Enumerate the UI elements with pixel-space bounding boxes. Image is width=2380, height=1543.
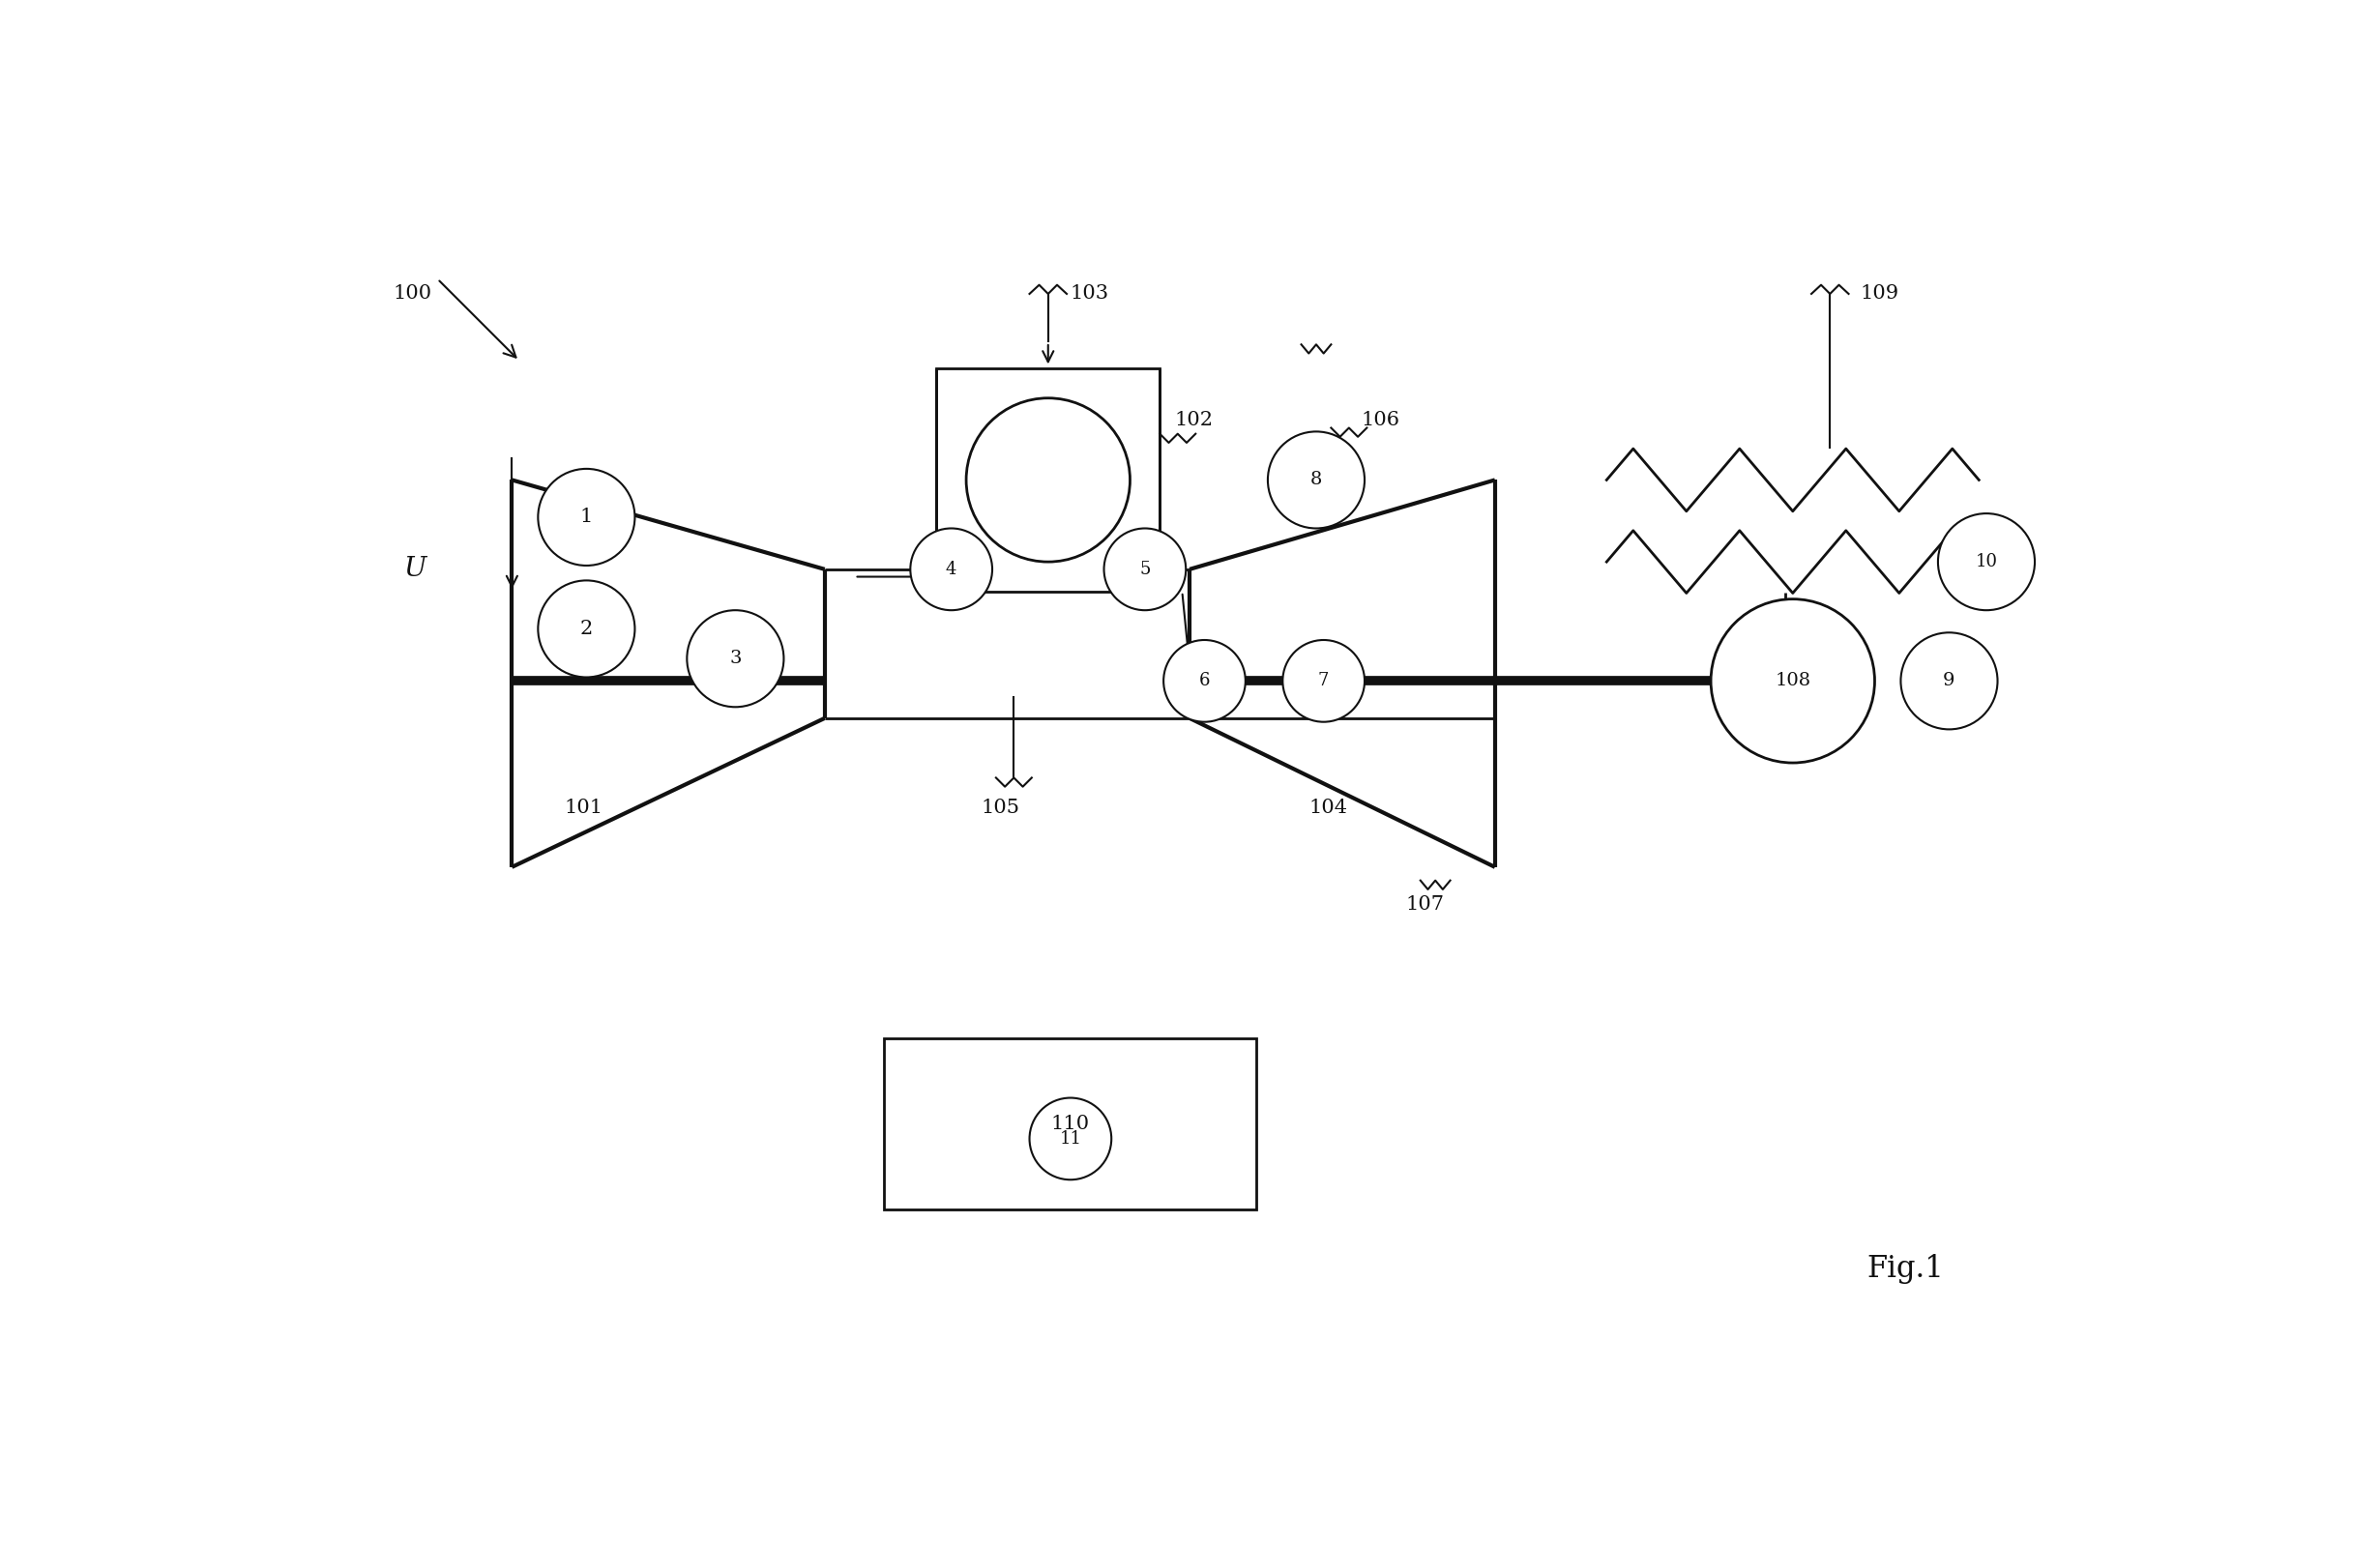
Circle shape: [1711, 599, 1875, 762]
Text: 105: 105: [981, 798, 1019, 816]
Text: U: U: [405, 555, 426, 582]
Circle shape: [538, 580, 635, 677]
Text: 4: 4: [945, 560, 957, 579]
Text: 101: 101: [564, 798, 602, 816]
Circle shape: [1164, 640, 1245, 722]
Circle shape: [1104, 528, 1185, 609]
Text: 7: 7: [1319, 673, 1328, 690]
Text: 104: 104: [1309, 798, 1347, 816]
Text: 2: 2: [581, 620, 593, 637]
Circle shape: [1902, 633, 1997, 730]
Circle shape: [909, 528, 992, 609]
Text: 10: 10: [1975, 552, 1997, 571]
Text: 5: 5: [1140, 560, 1150, 579]
Text: 6: 6: [1200, 673, 1209, 690]
Text: 100: 100: [393, 284, 431, 302]
Text: 110: 110: [1052, 1114, 1090, 1133]
Circle shape: [1283, 640, 1364, 722]
Bar: [935, 369, 1159, 591]
Circle shape: [1937, 514, 2035, 609]
Text: 109: 109: [1859, 284, 1899, 302]
Circle shape: [1269, 432, 1364, 528]
Text: 9: 9: [1942, 673, 1956, 690]
Circle shape: [1031, 1097, 1111, 1180]
Circle shape: [688, 609, 783, 707]
Bar: [885, 1038, 1257, 1210]
Text: 102: 102: [1176, 412, 1214, 429]
Text: 11: 11: [1059, 1129, 1081, 1148]
Text: 1: 1: [581, 508, 593, 526]
Text: 107: 107: [1407, 895, 1445, 913]
Text: Fig.1: Fig.1: [1868, 1254, 1944, 1284]
Circle shape: [966, 398, 1130, 562]
Text: 106: 106: [1361, 412, 1399, 429]
Text: 8: 8: [1311, 471, 1323, 489]
Text: 108: 108: [1775, 673, 1811, 690]
Text: 103: 103: [1071, 284, 1109, 302]
Circle shape: [538, 469, 635, 566]
Text: 3: 3: [728, 650, 743, 667]
